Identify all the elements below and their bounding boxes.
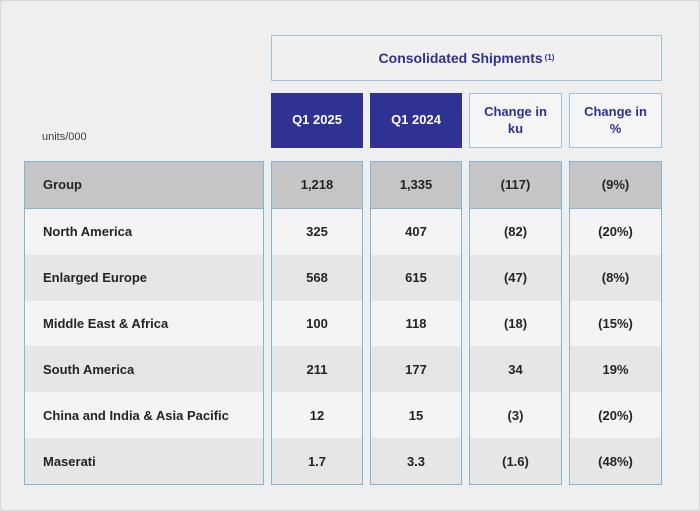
table-grid: Consolidated Shipments (1) units/000 Q1 2…	[24, 35, 662, 485]
table-cell: (20%)	[570, 208, 661, 255]
column-header-change-ku: Change in ku	[469, 93, 562, 148]
table-cell: (1.6)	[470, 438, 561, 485]
table-title-box: Consolidated Shipments (1)	[271, 35, 662, 81]
table-cell: 407	[371, 208, 461, 255]
table-cell: 3.3	[371, 438, 461, 485]
table-cell: (8%)	[570, 254, 661, 301]
row-label-north-america: North America	[25, 208, 263, 255]
row-label-south-america: South America	[25, 346, 263, 393]
row-label-column: Group North America Enlarged Europe Midd…	[24, 161, 264, 485]
table-cell: (20%)	[570, 392, 661, 439]
table-cell: (48%)	[570, 438, 661, 485]
data-column-q1-2024: 1,335 407 615 118 177 15 3.3	[370, 161, 462, 485]
column-header-q1-2025: Q1 2025	[271, 93, 363, 148]
table-cell: 211	[272, 346, 362, 393]
table-cell: (18)	[470, 300, 561, 347]
row-label-group: Group	[25, 162, 263, 209]
table-cell: 19%	[570, 346, 661, 393]
column-header-q1-2024: Q1 2024	[370, 93, 462, 148]
data-column-q1-2025: 1,218 325 568 100 211 12 1.7	[271, 161, 363, 485]
table-cell: 118	[371, 300, 461, 347]
table-title-footnote: (1)	[544, 52, 555, 62]
units-note: units/000	[42, 131, 87, 143]
table-cell: 1.7	[272, 438, 362, 485]
table-cell: (47)	[470, 254, 561, 301]
table-cell: 34	[470, 346, 561, 393]
table-cell: 1,335	[371, 162, 461, 209]
row-label-china-india-asia-pacific: China and India & Asia Pacific	[25, 392, 263, 439]
table-cell: 12	[272, 392, 362, 439]
table-cell: 568	[272, 254, 362, 301]
table-cell: (3)	[470, 392, 561, 439]
column-header-change-pct: Change in %	[569, 93, 662, 148]
table-cell: 1,218	[272, 162, 362, 209]
table-cell: 177	[371, 346, 461, 393]
data-column-change-ku: (117) (82) (47) (18) 34 (3) (1.6)	[469, 161, 562, 485]
data-column-change-pct: (9%) (20%) (8%) (15%) 19% (20%) (48%)	[569, 161, 662, 485]
table-cell: 100	[272, 300, 362, 347]
table-title: Consolidated Shipments	[378, 50, 543, 66]
row-label-enlarged-europe: Enlarged Europe	[25, 254, 263, 301]
table-cell: 15	[371, 392, 461, 439]
table-cell: (9%)	[570, 162, 661, 209]
table-cell: (82)	[470, 208, 561, 255]
row-label-maserati: Maserati	[25, 438, 263, 485]
table-cell: (15%)	[570, 300, 661, 347]
table-cell: (117)	[470, 162, 561, 209]
row-label-middle-east-africa: Middle East & Africa	[25, 300, 263, 347]
table-cell: 615	[371, 254, 461, 301]
table-cell: 325	[272, 208, 362, 255]
